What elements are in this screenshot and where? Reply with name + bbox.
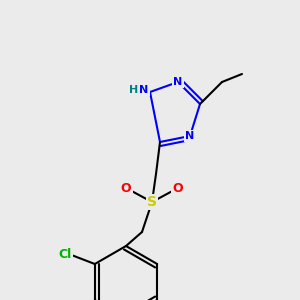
Text: S: S: [147, 195, 157, 209]
Text: N: N: [185, 131, 195, 141]
Text: N: N: [173, 77, 183, 87]
Text: O: O: [173, 182, 183, 194]
Text: H: H: [129, 85, 139, 95]
Text: Cl: Cl: [58, 248, 71, 260]
Text: O: O: [121, 182, 131, 194]
Text: N: N: [140, 85, 148, 95]
